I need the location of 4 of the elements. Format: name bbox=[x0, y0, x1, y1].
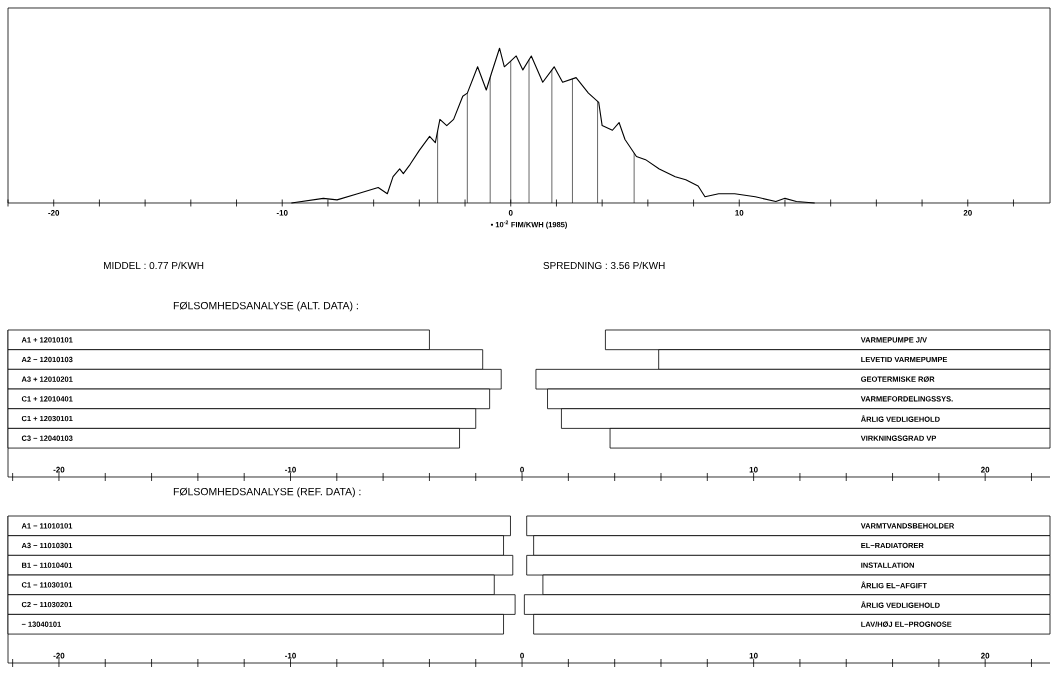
text: MIDDEL : 0.77 P/KWH bbox=[104, 261, 204, 270]
text: SPREDNING : 3.56 P/KWH bbox=[543, 261, 665, 270]
chart-title: FØLSOMHEDSANALYSE (ALT. DATA) : bbox=[173, 301, 358, 312]
chart-title: FØLSOMHEDSANALYSE (REF. DATA) : bbox=[173, 487, 361, 498]
